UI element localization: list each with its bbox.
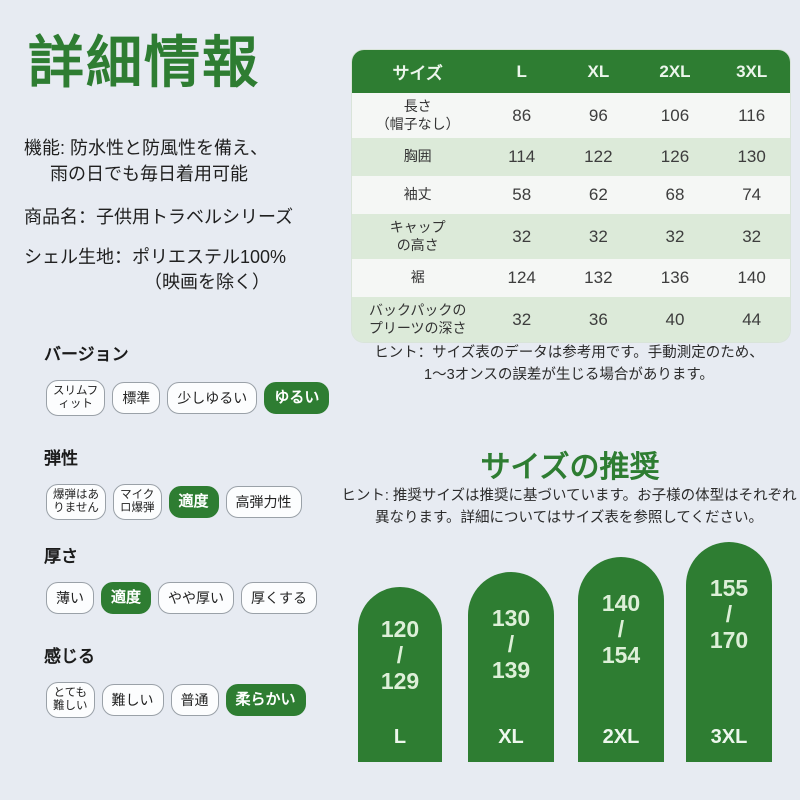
attribute-heading-elasticity: 弾性 — [44, 449, 78, 468]
attribute-heading-thickness: 厚さ — [44, 547, 78, 566]
size-table: サイズ L XL 2XL 3XL 長さ （帽子なし） 86 96 106 116… — [352, 50, 790, 342]
shell-line-1: シェル生地：ポリエステル100% — [24, 246, 287, 267]
height-bar-3xl: 155 / 170 3XL — [686, 542, 772, 762]
size-table-header-cell: L — [483, 50, 561, 93]
option-pill-soft-selected[interactable]: 柔らかい — [225, 684, 306, 716]
size-value-cell: 40 — [665, 309, 685, 329]
size-row-label: 裾 — [410, 269, 425, 286]
size-value-cell: 122 — [584, 147, 613, 166]
bar-size-label: 3XL — [710, 726, 748, 748]
option-pill-slightly-thick[interactable]: やや厚い — [158, 582, 235, 614]
option-pill-moderate-selected[interactable]: 適度 — [101, 582, 152, 614]
size-value-cell: 114 — [508, 147, 536, 166]
option-pill-standard[interactable]: 標準 — [112, 382, 161, 414]
table-row: 胸囲 114 122 126 130 — [352, 138, 790, 176]
size-table-header-cell: 2XL — [636, 50, 714, 93]
bar-size-label: L — [393, 726, 407, 748]
size-table-hint: ヒント：サイズ表のデータは参考用です。手動測定のため、 1～3オンスの誤差が生じ… — [374, 345, 764, 384]
table-row: 袖丈 58 62 68 74 — [352, 176, 790, 214]
size-value-cell: 86 — [512, 105, 532, 125]
height-range-label: 120 / 129 — [380, 616, 420, 694]
option-pill-normal[interactable]: 普通 — [170, 684, 219, 716]
feature-line-1: 機能: 防水性と防風性を備え、 — [24, 138, 269, 158]
option-pill-thin[interactable]: 薄い — [46, 582, 94, 614]
size-value-cell: 44 — [742, 309, 762, 329]
size-table-header-cell: サイズ — [352, 50, 484, 93]
height-range-label: 140 / 154 — [601, 590, 641, 668]
size-value-cell: 132 — [584, 268, 613, 287]
recommendation-hint: ヒント: 推奨サイズは推奨に基づいています。お子様の体型はそれぞれ 異なります。… — [341, 488, 797, 526]
option-pill-micro-stretch[interactable]: マイク ロ爆弾 — [113, 484, 162, 520]
size-row-label: 長さ （帽子なし） — [375, 98, 460, 132]
attribute-heading-version: バージョン — [44, 345, 129, 364]
table-row: 長さ （帽子なし） 86 96 106 116 — [352, 93, 790, 138]
bar-size-label: XL — [498, 726, 524, 748]
size-value-cell: 62 — [588, 185, 608, 204]
attribute-section-thickness: 厚さ 薄い 適度 やや厚い 厚くする — [44, 542, 334, 614]
size-value-cell: 136 — [660, 268, 690, 287]
feature-text: 機能: 防水性と防風性を備え、 雨の日でも毎日着用可能 — [24, 136, 344, 187]
size-value-cell: 74 — [742, 185, 762, 204]
size-value-cell: 32 — [512, 309, 532, 329]
option-pill-row: 爆弾はあ りません マイク ロ爆弾 適度 高弾力性 — [46, 484, 334, 520]
size-value-cell: 106 — [660, 105, 690, 125]
size-value-cell: 124 — [507, 268, 536, 287]
height-range-label: 130 / 139 — [491, 605, 531, 683]
attribute-section-version: バージョン スリムフ ィット 標準 少しゆるい ゆるい — [44, 340, 334, 416]
attribute-heading-feel: 感じる — [44, 647, 95, 666]
option-pill-slim-fit[interactable]: スリムフ ィット — [46, 380, 106, 416]
size-table-header-cell: 3XL — [713, 50, 790, 93]
option-pill-high-stretch[interactable]: 高弾力性 — [225, 486, 302, 518]
table-row: キャップ の高さ 32 32 32 32 — [352, 214, 790, 259]
height-bar-l: 120 / 129 L — [358, 587, 442, 762]
size-table-header-cell: XL — [560, 50, 637, 93]
option-pill-hard[interactable]: 難しい — [101, 684, 164, 716]
size-row-label: 袖丈 — [403, 186, 432, 203]
size-value-cell: 58 — [512, 185, 532, 204]
product-info-block: 機能: 防水性と防風性を備え、 雨の日でも毎日着用可能 商品名：子供用トラベルシ… — [24, 136, 344, 296]
option-pill-thick[interactable]: 厚くする — [241, 582, 318, 614]
table-row: 裾 124 132 136 140 — [352, 259, 790, 297]
option-pill-loose-selected[interactable]: ゆるい — [264, 382, 330, 414]
option-pill-no-stretch[interactable]: 爆弾はあ りません — [46, 484, 106, 520]
option-pill-slightly-loose[interactable]: 少しゆるい — [167, 382, 258, 414]
size-value-cell: 36 — [588, 309, 608, 329]
size-value-cell: 140 — [737, 268, 766, 287]
height-bar-xl: 130 / 139 XL — [468, 572, 554, 762]
size-row-label: バックパックの プリーツの深さ — [368, 302, 467, 336]
page-title: 詳細情報 — [28, 31, 260, 94]
option-pill-row: とても 難しい 難しい 普通 柔らかい — [46, 682, 334, 718]
size-value-cell: 116 — [738, 105, 766, 125]
option-pill-very-hard[interactable]: とても 難しい — [46, 682, 95, 718]
product-name-text: 商品名：子供用トラベルシリーズ — [24, 205, 344, 231]
attribute-section-feel: 感じる とても 難しい 難しい 普通 柔らかい — [44, 642, 334, 718]
size-value-cell: 32 — [588, 226, 608, 246]
option-pill-row: スリムフ ィット 標準 少しゆるい ゆるい — [46, 380, 334, 416]
shell-line-2: （映画を除く） — [144, 272, 270, 293]
height-bar-2xl: 140 / 154 2XL — [578, 557, 664, 762]
size-value-cell: 32 — [512, 226, 532, 246]
attribute-section-elasticity: 弾性 爆弾はあ りません マイク ロ爆弾 適度 高弾力性 — [44, 444, 334, 520]
size-row-label: 胸囲 — [403, 148, 432, 165]
recommendation-heading: サイズの推奨 — [480, 451, 660, 484]
size-value-cell: 126 — [660, 147, 690, 166]
feature-line-2: 雨の日でも毎日着用可能 — [50, 163, 248, 184]
bar-size-label: 2XL — [602, 726, 640, 748]
size-value-cell: 96 — [588, 105, 608, 125]
height-range-label: 155 / 170 — [709, 575, 749, 653]
size-row-label: キャップ の高さ — [389, 219, 446, 253]
size-value-cell: 32 — [665, 226, 685, 246]
product-name-line: 商品名：子供用トラベルシリーズ — [24, 207, 294, 228]
size-value-cell: 68 — [665, 185, 685, 204]
size-value-cell: 130 — [737, 147, 766, 166]
option-pill-row: 薄い 適度 やや厚い 厚くする — [46, 582, 334, 614]
size-table-header-row: サイズ L XL 2XL 3XL — [352, 50, 790, 93]
table-row: バックパックの プリーツの深さ 32 36 40 44 — [352, 297, 790, 342]
option-pill-moderate-selected[interactable]: 適度 — [168, 486, 219, 518]
shell-fabric-text: シェル生地：ポリエステル100% （映画を除く） — [24, 245, 344, 296]
size-value-cell: 32 — [742, 226, 762, 246]
